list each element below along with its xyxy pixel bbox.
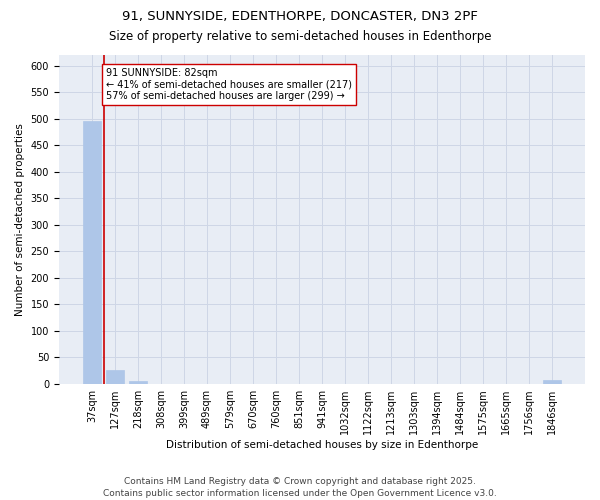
Bar	[83, 122, 101, 384]
Text: Size of property relative to semi-detached houses in Edenthorpe: Size of property relative to semi-detach…	[109, 30, 491, 43]
Text: Contains HM Land Registry data © Crown copyright and database right 2025.
Contai: Contains HM Land Registry data © Crown c…	[103, 476, 497, 498]
Bar	[542, 380, 561, 384]
X-axis label: Distribution of semi-detached houses by size in Edenthorpe: Distribution of semi-detached houses by …	[166, 440, 478, 450]
Text: 91, SUNNYSIDE, EDENTHORPE, DONCASTER, DN3 2PF: 91, SUNNYSIDE, EDENTHORPE, DONCASTER, DN…	[122, 10, 478, 23]
Bar	[129, 382, 147, 384]
Text: 91 SUNNYSIDE: 82sqm
← 41% of semi-detached houses are smaller (217)
57% of semi-: 91 SUNNYSIDE: 82sqm ← 41% of semi-detach…	[106, 68, 352, 102]
Y-axis label: Number of semi-detached properties: Number of semi-detached properties	[15, 123, 25, 316]
Bar	[106, 370, 124, 384]
